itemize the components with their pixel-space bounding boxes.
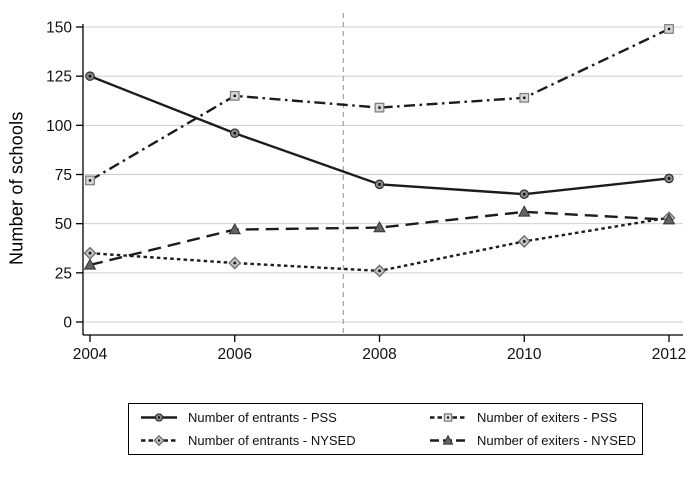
marker-triangle-icon [662,213,676,225]
legend-swatch-circle-solid-icon [141,413,177,422]
marker-dot [157,416,161,419]
marker-dot [446,416,450,419]
series-markers-1 [85,24,674,186]
marker-dot [88,179,92,182]
marker-dot [233,261,237,265]
legend-item-exiters-pss: Number of exiters - PSS [386,407,642,428]
marker-dot [378,106,381,109]
marker-triangle-icon [442,434,454,445]
marker-dot [157,439,161,442]
legend-swatch-square-dashdot-icon [430,413,466,422]
series-line-0 [89,75,670,196]
y-tick-label: 75 [55,167,72,184]
y-tick-label: 100 [46,118,72,135]
marker-dot [88,74,92,78]
marker-dot [233,131,237,135]
legend-item-entrants-pss: Number of entrants - PSS [129,407,386,428]
series-line-1 [89,27,670,182]
x-tick-label: 2012 [652,346,686,363]
x-tick-label: 2004 [73,346,108,363]
series-line-3 [89,210,670,267]
legend-label-entrants-pss: Number of entrants - PSS [188,410,337,425]
marker-triangle-icon [373,220,386,233]
y-tick-label: 125 [46,69,72,86]
marker-dot [522,192,526,196]
series-markers-3 [83,205,676,270]
y-tick-label: 25 [55,265,72,282]
y-axis-title: Number of schools [6,111,27,265]
legend-swatch-diamond-dotted-icon [141,434,177,447]
marker-dot [667,177,671,180]
legend-label-exiters-nysed: Number of exiters - NYSED [477,433,636,448]
x-tick-label: 2010 [507,346,542,363]
y-tick-label: 150 [46,20,72,37]
y-tick-label: 0 [63,315,72,332]
marker-triangle-icon [228,222,241,235]
marker-triangle-icon [83,258,97,270]
x-tick-label: 2006 [218,346,252,363]
legend-label-exiters-pss: Number of exiters - PSS [477,410,618,425]
marker-dot [233,94,236,98]
legend-item-exiters-nysed: Number of exiters - NYSED [386,430,642,451]
marker-dot [88,251,92,255]
y-tick-label: 50 [55,216,73,233]
legend: Number of entrants - PSS Number of exite… [128,403,643,455]
series-markers-0 [85,71,674,199]
legend-swatch-triangle-dashed-icon [430,434,466,445]
marker-triangle-icon [518,205,531,217]
marker-dot [523,96,526,99]
legend-label-entrants-nysed: Number of entrants - NYSED [188,433,356,448]
marker-dot [378,269,381,273]
x-tick-label: 2008 [362,346,396,363]
marker-dot [667,27,671,31]
marker-dot [522,239,526,243]
marker-dot [378,182,381,186]
legend-item-entrants-nysed: Number of entrants - NYSED [129,430,386,451]
